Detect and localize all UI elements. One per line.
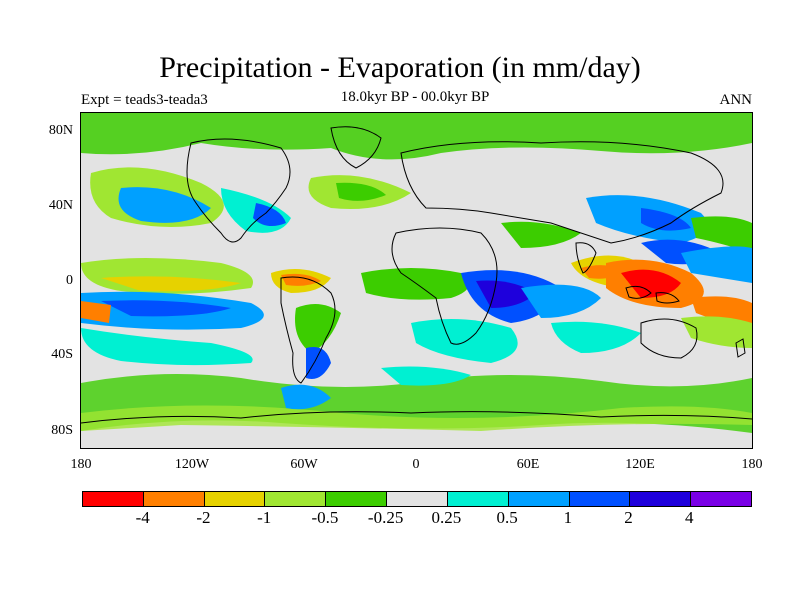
x-tick-label: 180 <box>741 457 763 472</box>
colorbar-swatch <box>204 492 266 506</box>
colorbar-swatch <box>143 492 205 506</box>
x-tick-label: 120E <box>625 457 655 472</box>
y-tick-label: 40N <box>48 198 73 213</box>
colorbar-label: -0.5 <box>311 508 339 527</box>
colorbar-label: -2 <box>196 508 211 527</box>
y-tick-label: 0 <box>66 273 73 288</box>
colorbar-swatch <box>508 492 570 506</box>
colorbar-label: -4 <box>135 508 150 527</box>
x-tick-label: 120W <box>174 457 210 472</box>
x-tick-label: 180 <box>70 457 92 472</box>
x-tick-label: 60W <box>290 457 318 472</box>
experiment-label: Expt = teads3-teada3 <box>81 92 208 108</box>
colorbar-swatch <box>447 492 509 506</box>
colorbar-swatch <box>83 492 144 506</box>
map-subtitle: 18.0kyr BP - 00.0kyr BP <box>340 89 490 105</box>
colorbar-swatch <box>326 492 388 506</box>
colorbar-label: -1 <box>257 508 272 527</box>
season-label: ANN <box>719 92 753 108</box>
colorbar-label: 4 <box>685 508 694 527</box>
colorbar-swatch <box>691 492 751 506</box>
map-plot-area <box>81 113 752 448</box>
colorbar-swatch <box>630 492 692 506</box>
y-tick-label: 80S <box>51 423 73 438</box>
colorbar <box>82 491 752 507</box>
y-tick-label: 80N <box>48 123 73 138</box>
colorbar-label: 0.5 <box>496 508 518 527</box>
colorbar-swatch <box>265 492 327 506</box>
colorbar-label: 0.25 <box>431 508 462 527</box>
x-tick-label: 60E <box>516 457 540 472</box>
colorbar-swatch <box>387 492 448 506</box>
x-tick-label: 0 <box>412 457 420 472</box>
colorbar-label: 2 <box>624 508 633 527</box>
colorbar-swatch <box>569 492 631 506</box>
colorbar-label: -0.25 <box>367 508 404 527</box>
map-title: Precipitation - Evaporation (in mm/day) <box>159 51 641 84</box>
colorbar-label: 1 <box>563 508 573 527</box>
precip-evap-field <box>81 113 752 448</box>
y-tick-label: 40S <box>51 347 73 362</box>
